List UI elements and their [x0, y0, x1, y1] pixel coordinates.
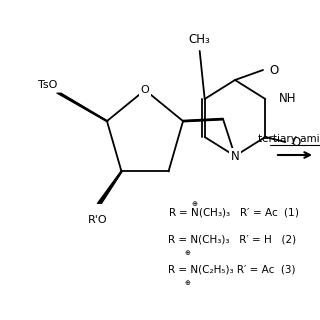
Text: TsO: TsO: [37, 80, 57, 90]
Text: tertiary amine: tertiary amine: [258, 134, 320, 144]
Text: O: O: [291, 135, 300, 148]
Text: R'O: R'O: [88, 215, 107, 225]
Text: O: O: [269, 63, 278, 76]
Text: R = N(CH₃)₃   R′ = H   (2): R = N(CH₃)₃ R′ = H (2): [168, 235, 296, 245]
Text: R = $\overset{⊕}{\mathrm{N}}$(CH₃)₃   R′ = Ac  (1): R = $\overset{⊕}{\mathrm{N}}$(CH₃)₃ R′ =…: [168, 200, 300, 220]
Text: O: O: [140, 85, 149, 95]
Text: ⊕: ⊕: [184, 250, 190, 256]
Text: NH: NH: [279, 92, 297, 106]
Text: N: N: [231, 149, 239, 163]
Text: R = N(C₂H₅)₃ R′ = Ac  (3): R = N(C₂H₅)₃ R′ = Ac (3): [168, 265, 295, 275]
Text: ⊕: ⊕: [184, 280, 190, 286]
Text: CH₃: CH₃: [189, 33, 211, 46]
